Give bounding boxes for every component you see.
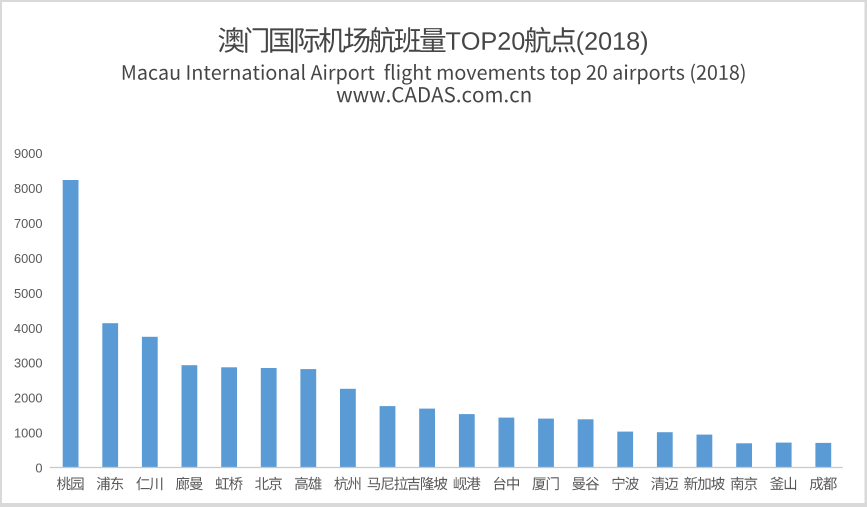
svg-text:3000: 3000 — [14, 356, 42, 371]
svg-text:7000: 7000 — [14, 216, 42, 231]
svg-text:1000: 1000 — [14, 426, 42, 441]
svg-text:9000: 9000 — [14, 146, 42, 161]
svg-text:2000: 2000 — [14, 391, 42, 406]
svg-text:6000: 6000 — [14, 251, 42, 266]
svg-text:4000: 4000 — [14, 321, 42, 336]
svg-text:0: 0 — [35, 461, 42, 476]
svg-text:5000: 5000 — [14, 286, 42, 301]
svg-text:8000: 8000 — [14, 181, 42, 196]
